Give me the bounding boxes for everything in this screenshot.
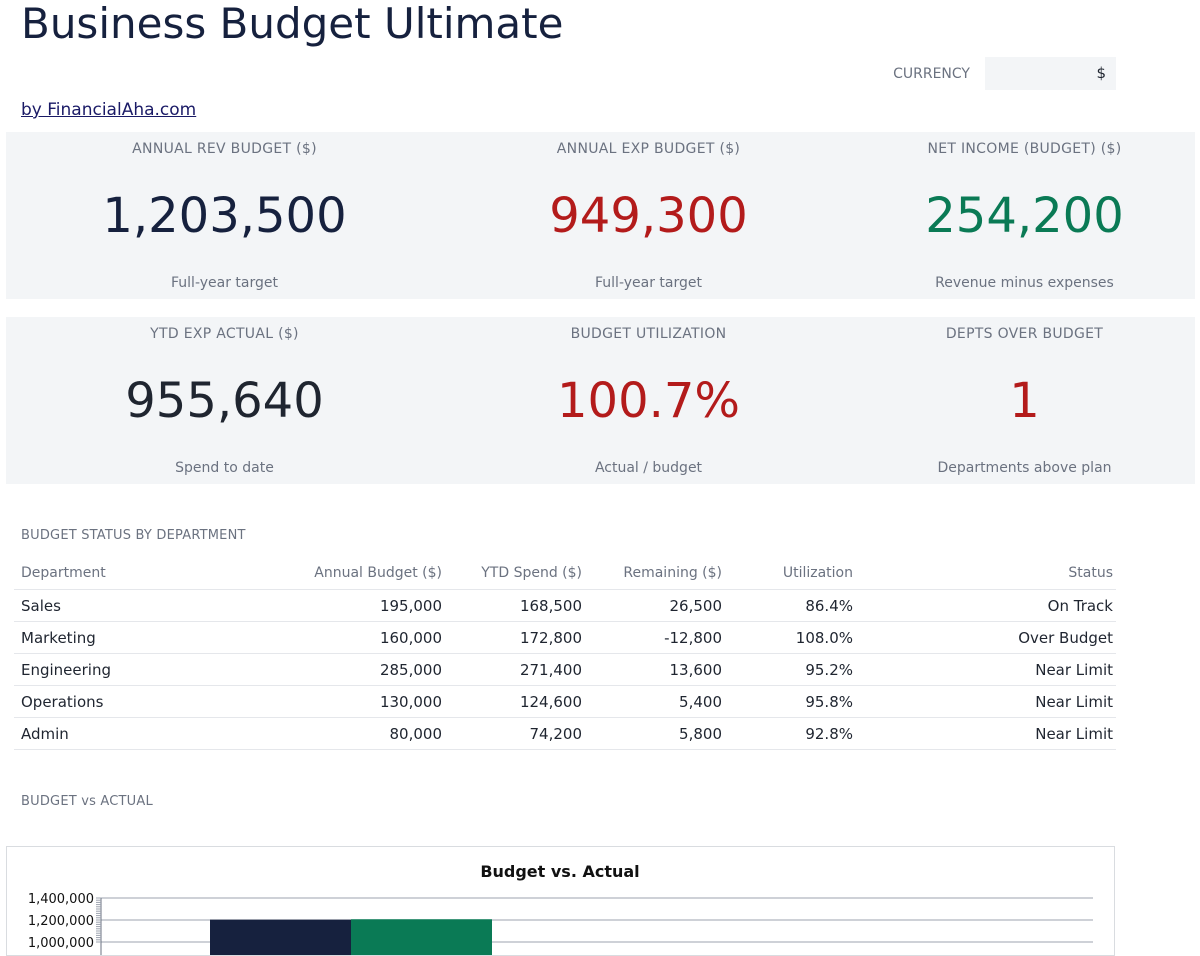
cell-utilization: 108.0%	[725, 621, 856, 654]
table-row: Operations 130,000 124,600 5,400 95.8% N…	[14, 685, 1116, 718]
kpi-value: 955,640	[125, 373, 324, 429]
chart-y-tick-label: 1,000,000	[28, 936, 94, 951]
kpi-card-annual-expense: ANNUAL EXP BUDGET ($) 949,300 Full-year …	[443, 132, 854, 299]
kpi-caption: Actual / budget	[594, 460, 703, 476]
kpi-label: NET INCOME (BUDGET) ($)	[927, 141, 1122, 157]
kpi-card-net-income: NET INCOME (BUDGET) ($) 254,200 Revenue …	[854, 132, 1195, 299]
table-row: Admin 80,000 74,200 5,800 92.8% Near Lim…	[14, 717, 1116, 750]
kpi-caption: Revenue minus expenses	[935, 275, 1114, 291]
cell-annual-budget: 285,000	[216, 653, 445, 686]
kpi-value: 254,200	[925, 188, 1124, 244]
chart-bar-budget	[210, 919, 351, 955]
cell-status: Near Limit	[856, 717, 1116, 750]
table-row: Marketing 160,000 172,800 -12,800 108.0%…	[14, 621, 1116, 654]
kpi-value: 1,203,500	[102, 188, 347, 244]
kpi-label: YTD EXP ACTUAL ($)	[150, 326, 299, 342]
kpi-value: 100.7%	[556, 373, 741, 429]
cell-status: On Track	[856, 589, 1116, 622]
kpi-label: DEPTS OVER BUDGET	[945, 326, 1104, 342]
column-header-annual-budget: Annual Budget ($)	[216, 556, 445, 590]
cell-remaining: 26,500	[585, 589, 725, 622]
kpi-label: ANNUAL REV BUDGET ($)	[132, 141, 317, 157]
column-header-utilization: Utilization	[725, 556, 856, 590]
cell-remaining: -12,800	[585, 621, 725, 654]
table-row: Sales 195,000 168,500 26,500 86.4% On Tr…	[14, 589, 1116, 622]
chart-bar-actual	[351, 919, 492, 955]
cell-status: Over Budget	[856, 621, 1116, 654]
cell-department: Engineering	[14, 653, 216, 686]
kpi-card-annual-revenue: ANNUAL REV BUDGET ($) 1,203,500 Full-yea…	[6, 132, 443, 299]
kpi-value: 949,300	[549, 188, 748, 244]
cell-ytd-spend: 74,200	[445, 717, 585, 750]
cell-annual-budget: 130,000	[216, 685, 445, 718]
section-title-status: BUDGET STATUS BY DEPARTMENT	[21, 528, 246, 543]
chart-title: Budget vs. Actual	[480, 862, 639, 881]
cell-ytd-spend: 172,800	[445, 621, 585, 654]
cell-utilization: 95.8%	[725, 685, 856, 718]
cell-department: Operations	[14, 685, 216, 718]
budget-vs-actual-chart: Budget vs. Actual 1,000,000 1,200,000 1,40…	[6, 846, 1115, 956]
cell-annual-budget: 80,000	[216, 717, 445, 750]
cell-ytd-spend: 124,600	[445, 685, 585, 718]
chart-y-tick-label: 1,400,000	[28, 892, 94, 907]
chart-y-tick-label: 1,200,000	[28, 914, 94, 929]
department-status-table: Department Annual Budget ($) YTD Spend (…	[14, 556, 1116, 750]
currency-input[interactable]: $	[985, 57, 1116, 90]
currency-label: CURRENCY	[893, 66, 970, 82]
cell-utilization: 92.8%	[725, 717, 856, 750]
cell-ytd-spend: 168,500	[445, 589, 585, 622]
kpi-row-budget: ANNUAL REV BUDGET ($) 1,203,500 Full-yea…	[6, 132, 1195, 299]
kpi-value: 1	[1009, 373, 1040, 429]
cell-status: Near Limit	[856, 685, 1116, 718]
kpi-card-ytd-expense: YTD EXP ACTUAL ($) 955,640 Spend to date	[6, 317, 443, 484]
kpi-card-depts-over-budget: DEPTS OVER BUDGET 1 Departments above pl…	[854, 317, 1195, 484]
kpi-caption: Full-year target	[595, 275, 702, 291]
kpi-row-actual: YTD EXP ACTUAL ($) 955,640 Spend to date…	[6, 317, 1195, 484]
kpi-card-budget-utilization: BUDGET UTILIZATION 100.7% Actual / budge…	[443, 317, 854, 484]
column-header-remaining: Remaining ($)	[585, 556, 725, 590]
cell-annual-budget: 195,000	[216, 589, 445, 622]
kpi-caption: Departments above plan	[937, 460, 1112, 476]
column-header-department: Department	[14, 556, 216, 590]
cell-ytd-spend: 271,400	[445, 653, 585, 686]
column-header-ytd-spend: YTD Spend ($)	[445, 556, 585, 590]
byline-link[interactable]: by FinancialAha.com	[21, 100, 197, 120]
cell-utilization: 86.4%	[725, 589, 856, 622]
cell-annual-budget: 160,000	[216, 621, 445, 654]
section-title-chart: BUDGET vs ACTUAL	[21, 794, 153, 809]
cell-remaining: 5,800	[585, 717, 725, 750]
page-title: Business Budget Ultimate	[21, 0, 564, 48]
kpi-label: BUDGET UTILIZATION	[570, 326, 727, 342]
kpi-caption: Full-year target	[171, 275, 278, 291]
cell-remaining: 5,400	[585, 685, 725, 718]
column-header-status: Status	[856, 556, 1116, 590]
cell-status: Near Limit	[856, 653, 1116, 686]
cell-remaining: 13,600	[585, 653, 725, 686]
cell-utilization: 95.2%	[725, 653, 856, 686]
table-header-row: Department Annual Budget ($) YTD Spend (…	[14, 556, 1116, 590]
cell-department: Sales	[14, 589, 216, 622]
table-row: Engineering 285,000 271,400 13,600 95.2%…	[14, 653, 1116, 686]
kpi-caption: Spend to date	[175, 460, 274, 476]
kpi-label: ANNUAL EXP BUDGET ($)	[556, 141, 741, 157]
cell-department: Marketing	[14, 621, 216, 654]
cell-department: Admin	[14, 717, 216, 750]
chart-canvas: Budget vs. Actual 1,000,000 1,200,000 1,40…	[28, 862, 1093, 955]
